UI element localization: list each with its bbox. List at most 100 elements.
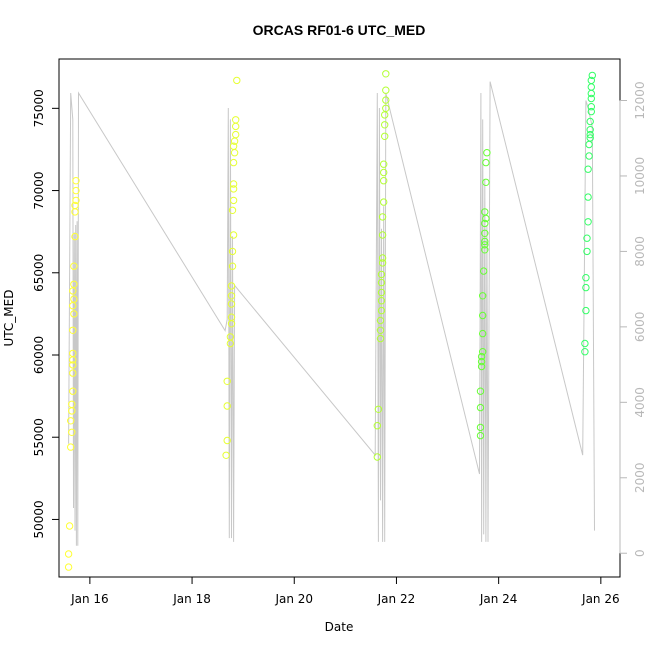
data-point [373, 453, 381, 461]
data-point [481, 237, 489, 246]
data-point [477, 362, 486, 371]
data-point [71, 232, 79, 241]
data-point [380, 168, 388, 177]
data-point [223, 436, 231, 445]
data-point [227, 313, 236, 321]
data-point [479, 348, 487, 356]
data-point [232, 116, 240, 124]
y2-tick-label: 4000 [633, 387, 647, 418]
y-axis-left: 50000 55000 60000 65000 70000 75000 [32, 89, 59, 539]
chart-title: ORCAS RF01-6 UTC_MED [253, 22, 426, 38]
data-point [376, 316, 385, 325]
data-point [227, 292, 236, 300]
x-tick-label: Jan 26 [581, 592, 620, 606]
data-point [69, 387, 77, 395]
data-point [68, 428, 76, 436]
y-tick-label: 60000 [32, 336, 46, 374]
y-axis-right: 0 2000 4000 6000 8000 10000 12000 [619, 81, 647, 557]
y-tick-label: 75000 [32, 89, 46, 127]
data-point [65, 522, 74, 530]
data-point [588, 71, 596, 80]
data-point [382, 86, 390, 94]
data-point [232, 122, 240, 131]
data-point [376, 334, 385, 343]
data-point [585, 140, 593, 149]
data-point [70, 262, 78, 270]
data-point [380, 160, 388, 168]
data-point [226, 333, 235, 341]
data-point [382, 104, 390, 113]
data-point [586, 117, 594, 126]
data-point [481, 208, 489, 216]
data-point [481, 246, 489, 254]
data-point [72, 196, 80, 205]
data-point [476, 431, 485, 440]
data-point [381, 132, 389, 141]
x-tick-label: Jan 22 [377, 592, 416, 606]
data-point [480, 267, 488, 275]
data-point [377, 288, 386, 297]
data-point [374, 405, 383, 413]
data-point [70, 280, 78, 288]
data-point [68, 400, 76, 408]
data-point [583, 234, 591, 242]
data-point [377, 278, 386, 287]
data-point [586, 134, 594, 142]
y-tick-label: 50000 [32, 500, 46, 538]
data-point [483, 149, 491, 157]
data-point [71, 201, 79, 210]
data-point [376, 326, 385, 334]
data-point [481, 219, 489, 228]
data-point [581, 339, 589, 348]
y-tick-label: 65000 [32, 254, 46, 292]
data-point [381, 121, 389, 129]
data-point [381, 111, 389, 119]
data-point [382, 70, 390, 78]
y2-tick-label: 0 [633, 549, 647, 557]
data-point [587, 76, 595, 85]
x-tick-label: Jan 24 [479, 592, 518, 606]
y2-tick-label: 6000 [633, 312, 647, 343]
data-point [229, 231, 238, 239]
data-point [382, 96, 390, 104]
data-point [233, 76, 241, 85]
data-point [72, 177, 80, 185]
data-point [72, 186, 80, 195]
data-point [581, 348, 589, 356]
data-point [222, 451, 230, 459]
data-point [587, 94, 595, 103]
data-point [482, 158, 490, 167]
data-point [232, 130, 240, 139]
x-tick-label: Jan 20 [274, 592, 313, 606]
y2-tick-label: 10000 [633, 157, 647, 195]
data-point [378, 259, 387, 267]
data-point [378, 231, 387, 239]
data-point [584, 165, 592, 173]
x-tick-label: Jan 16 [70, 592, 109, 606]
data-point [583, 247, 591, 256]
data-point [229, 185, 238, 193]
data-point [228, 262, 237, 270]
data-point [479, 329, 487, 338]
data-point [69, 326, 77, 334]
y2-tick-label: 8000 [633, 236, 647, 267]
data-point [229, 142, 238, 150]
data-point [584, 218, 592, 226]
data-point [380, 198, 388, 206]
data-point [70, 295, 78, 303]
y2-tick-label: 2000 [633, 463, 647, 494]
data-point [228, 206, 237, 215]
data-point [69, 349, 77, 358]
data-point [481, 229, 489, 238]
data-point [582, 274, 590, 282]
data-point [584, 193, 592, 201]
data-point [377, 297, 386, 305]
data-point [67, 417, 75, 425]
data-point [586, 126, 594, 134]
data-point [378, 213, 387, 221]
data-point [477, 352, 486, 361]
data-point [227, 300, 236, 308]
y-tick-label: 70000 [32, 171, 46, 209]
data-point [586, 130, 594, 139]
data-point [229, 158, 238, 167]
